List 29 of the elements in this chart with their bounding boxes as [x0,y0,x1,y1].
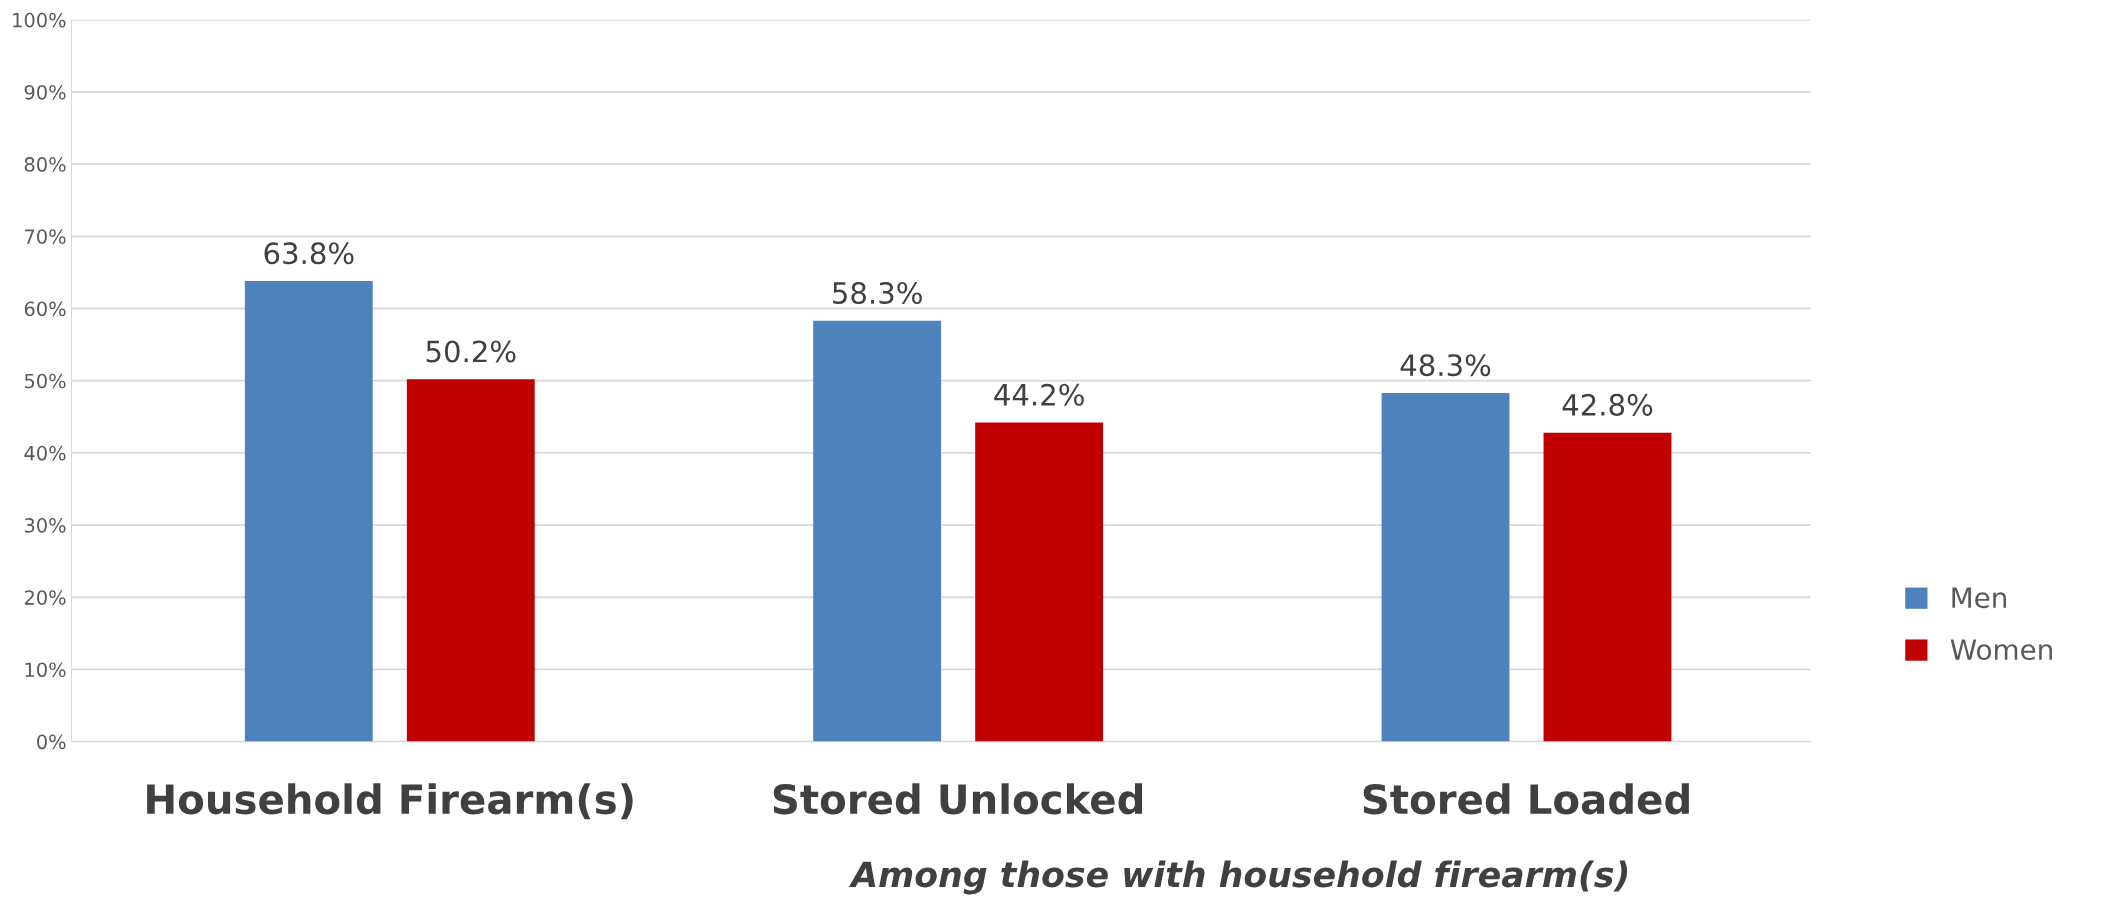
data-label: 58.3% [833,281,922,305]
bar [813,320,942,742]
bar [406,379,535,742]
legend-label: Women [1950,639,2052,661]
y-tick-label: 30% [24,518,66,533]
y-tick-label: 70% [25,229,66,244]
data-label: 48.3% [1400,354,1491,377]
y-tick-label: 40% [24,445,66,461]
bar [244,281,373,742]
y-tick-label: 0% [37,734,66,750]
y-tick-label: 20% [24,590,66,605]
y-tick-label: 50% [24,373,66,389]
y-tick-label: 90% [24,84,66,100]
y-tick-label: 80% [24,157,66,172]
text: Among those with household firearm(s) [848,860,1628,895]
legend-label: Men [1952,587,2006,609]
bar [1543,432,1672,742]
bar [1381,392,1510,742]
data-label: 44.2% [994,383,1084,406]
y-tick-label: 100% [13,12,66,28]
data-label: 50.2% [426,340,516,363]
data-label: 42.8% [1562,393,1653,416]
x-tick-label: Stored Unlocked [773,783,1143,815]
bar [975,422,1104,742]
x-tick-label: Household Firearm(s) [147,783,633,820]
y-tick-label: 10% [25,662,66,678]
y-tick-label: 60% [24,301,66,317]
data-label: 63.8% [264,242,354,265]
x-tick-label: Stored Loaded [1363,783,1689,815]
